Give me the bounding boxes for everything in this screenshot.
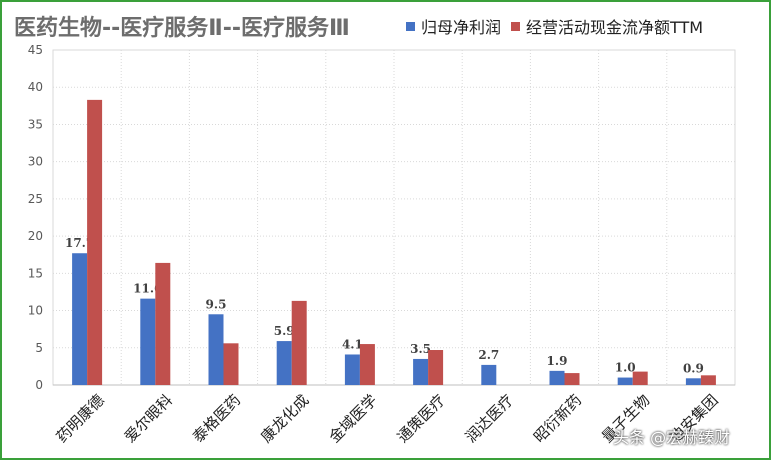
x-tick-label: 通策医疗 xyxy=(394,391,449,446)
chart-title: 医药生物--医疗服务Ⅱ--医疗服务Ⅲ xyxy=(14,16,350,41)
y-tick-label: 0 xyxy=(35,378,43,392)
bar-series-2 xyxy=(359,344,375,385)
y-tick-label: 35 xyxy=(28,117,43,131)
bar-series-1 xyxy=(481,364,497,385)
y-tick-label: 20 xyxy=(28,229,43,243)
y-tick-label: 15 xyxy=(28,266,43,280)
x-tick-label: 康龙化成 xyxy=(257,391,312,446)
data-label: 17.7 xyxy=(65,236,94,250)
y-tick-label: 10 xyxy=(28,304,43,318)
y-tick-label: 5 xyxy=(35,341,43,355)
legend-item-series-2: 经营活动现金流净额TTM xyxy=(511,14,703,38)
bar-series-2 xyxy=(223,343,239,385)
y-tick-label: 40 xyxy=(28,80,43,94)
x-tick-label: 金域医学 xyxy=(325,391,380,446)
y-tick-label: 30 xyxy=(28,155,43,169)
watermark: 头条 @宏赫臻财 xyxy=(613,428,731,447)
x-tick-label: 药明康德 xyxy=(53,391,108,446)
data-label: 4.1 xyxy=(342,337,363,351)
data-label: 1.0 xyxy=(615,361,636,375)
x-tick-label: 昭衍新药 xyxy=(530,391,585,446)
bar-series-1 xyxy=(413,358,429,385)
data-label: 2.7 xyxy=(478,348,499,362)
bar-series-2 xyxy=(428,350,444,385)
bar-series-2 xyxy=(291,300,307,385)
data-label: 5.9 xyxy=(274,324,295,338)
legend-label-series-1: 归母净利润 xyxy=(421,18,502,37)
data-label: 3.5 xyxy=(410,342,431,356)
bar-series-1 xyxy=(685,378,701,385)
bar-series-1 xyxy=(344,354,360,385)
legend-label-series-2: 经营活动现金流净额TTM xyxy=(526,18,704,37)
y-tick-label: 45 xyxy=(28,43,43,57)
x-tick-label: 爱尔眼科 xyxy=(121,391,176,446)
data-label: 11.6 xyxy=(133,282,162,296)
bar-series-1 xyxy=(72,253,88,385)
legend-swatch-series-1 xyxy=(406,21,415,31)
bar-series-1 xyxy=(549,370,565,385)
data-label: 9.5 xyxy=(206,297,227,311)
bar-series-2 xyxy=(700,375,716,385)
chart-legend: 归母净利润 经营活动现金流净额TTM xyxy=(406,14,713,38)
data-label: 1.9 xyxy=(547,354,568,368)
bar-series-2 xyxy=(564,373,580,385)
y-tick-label: 25 xyxy=(28,192,43,206)
bar-series-2 xyxy=(155,262,171,385)
legend-item-series-1: 归母净利润 xyxy=(406,14,501,38)
x-tick-label: 润达医疗 xyxy=(462,391,517,446)
bar-series-2 xyxy=(632,371,648,385)
bar-series-1 xyxy=(208,314,224,385)
bar-series-1 xyxy=(140,298,156,385)
bar-series-1 xyxy=(276,341,292,385)
data-label: 0.9 xyxy=(683,361,704,375)
bar-series-2 xyxy=(87,99,103,385)
legend-swatch-series-2 xyxy=(511,21,521,31)
bar-series-1 xyxy=(617,377,633,385)
x-tick-label: 泰格医药 xyxy=(189,391,244,446)
